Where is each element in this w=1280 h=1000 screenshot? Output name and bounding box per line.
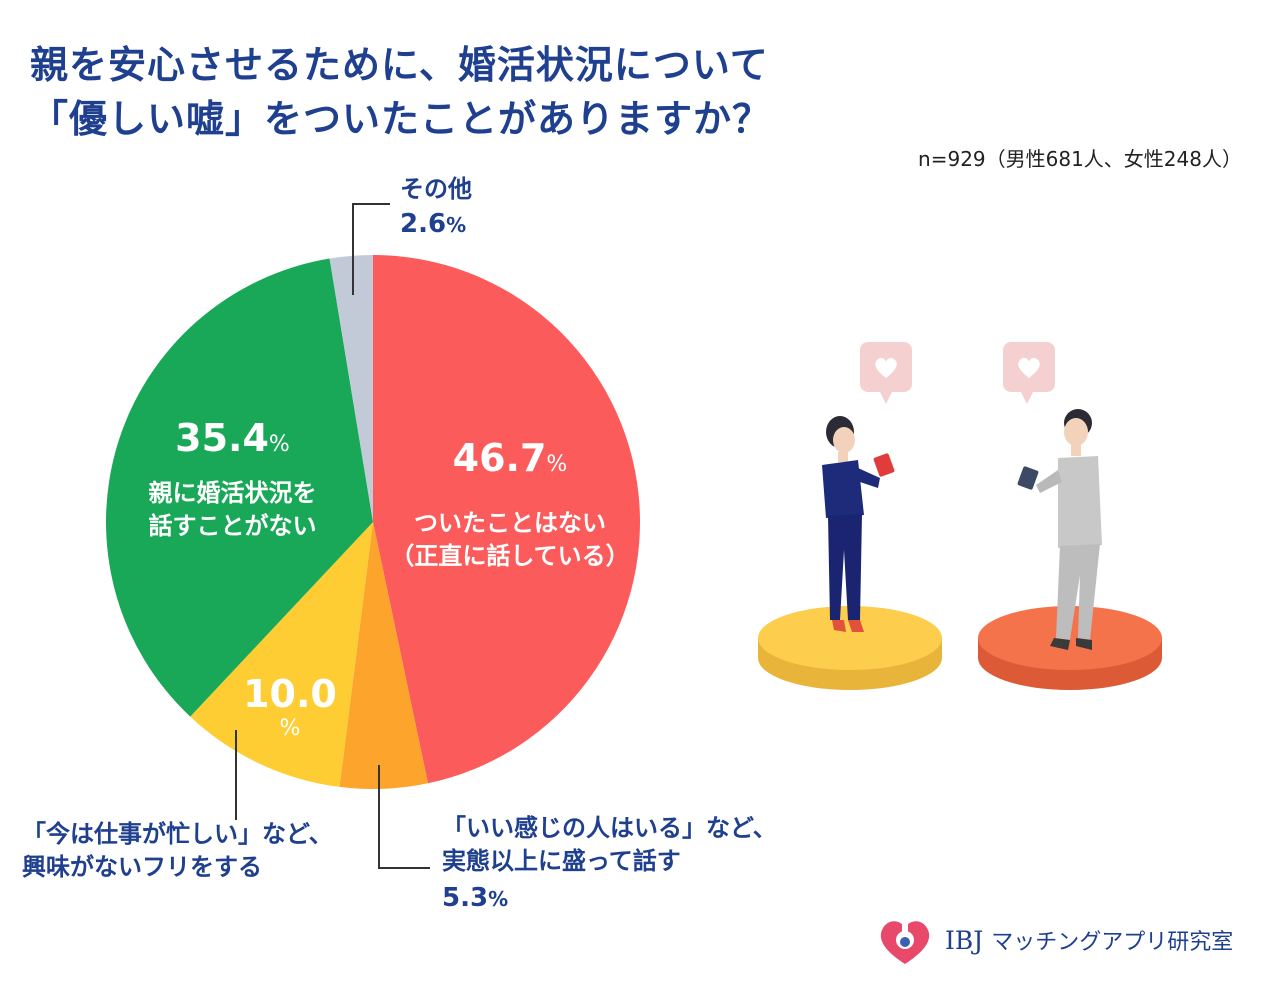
slice-category-no-talk-line2: 話すことがない xyxy=(148,512,317,540)
slice-label-exaggerate: 「いい感じの人はいる」など、 実態以上に盛って話す 5.3% xyxy=(442,812,777,919)
slice-unit-no-talk: % xyxy=(268,432,290,457)
left-platform xyxy=(758,606,942,690)
slice-value-busy: 10.0 xyxy=(243,672,337,716)
slice-category-exaggerate-line1: 「いい感じの人はいる」など、 xyxy=(442,814,777,842)
ibj-logo: IBJ マッチングアプリ研究室 xyxy=(875,912,1233,968)
slice-label-honest: 46.7% ついたことはない （正直に話している） xyxy=(385,436,635,573)
couple-illustration xyxy=(758,342,1162,690)
leader-line-busy xyxy=(235,730,237,820)
leader-line-exaggerate-h xyxy=(378,867,430,869)
slice-category-honest-line2: （正直に話している） xyxy=(390,542,630,570)
slice-honest xyxy=(373,255,640,784)
woman-figure xyxy=(822,416,895,632)
slice-other xyxy=(329,255,373,522)
slice-label-no-talk: 35.4% 親に婚活状況を 話すことがない xyxy=(120,416,345,543)
slice-label-busy-value: 10.0 % xyxy=(230,672,350,741)
slice-label-other: その他 2.6% xyxy=(400,173,472,243)
slice-unit-other: % xyxy=(446,213,467,237)
sample-size-note: n=929（男性681人、女性248人） xyxy=(918,147,1242,171)
slice-unit-honest: % xyxy=(546,452,568,477)
slice-unit-busy: % xyxy=(279,716,301,741)
logo-ibj-text: IBJ xyxy=(945,926,984,955)
leader-line-other-v xyxy=(352,203,354,295)
slice-category-exaggerate-line2: 実態以上に盛って話す xyxy=(442,847,681,875)
title-line-1: 親を安心させるために、婚活状況について xyxy=(30,43,769,87)
pie-chart xyxy=(105,255,640,790)
heart-bubble-left-icon xyxy=(860,342,912,404)
heart-bubble-right-icon xyxy=(1003,342,1055,404)
slice-category-other: その他 xyxy=(400,175,472,203)
slice-category-busy-line2: 興味がないフリをする xyxy=(22,853,262,881)
heart-flask-logo-icon xyxy=(880,921,930,964)
slice-value-no-talk: 35.4 xyxy=(175,416,269,460)
chart-title: 親を安心させるために、婚活状況について 「優しい嘘」をついたことがありますか？ xyxy=(30,38,771,146)
slice-no-talk xyxy=(105,258,374,717)
logo-lab-text: マッチングアプリ研究室 xyxy=(991,930,1234,955)
title-line-2: 「優しい嘘」をついたことがありますか？ xyxy=(30,97,772,141)
slice-value-honest: 46.7 xyxy=(452,436,547,480)
leader-line-other-h xyxy=(352,203,390,205)
slice-category-no-talk-line1: 親に婚活状況を xyxy=(148,479,317,507)
man-figure xyxy=(1017,409,1102,650)
slice-unit-exaggerate: % xyxy=(488,887,509,911)
slice-category-honest-line1: ついたことはない xyxy=(414,509,606,537)
slice-category-busy-line1: 「今は仕事が忙しい」など、 xyxy=(22,820,333,848)
slice-label-busy-category: 「今は仕事が忙しい」など、 興味がないフリをする xyxy=(22,818,333,884)
leader-line-exaggerate-v xyxy=(378,765,380,869)
slice-busy xyxy=(190,522,373,787)
slice-value-exaggerate: 5.3 xyxy=(442,883,489,913)
slice-value-other: 2.6 xyxy=(400,209,447,239)
slice-exaggerate xyxy=(339,522,428,790)
